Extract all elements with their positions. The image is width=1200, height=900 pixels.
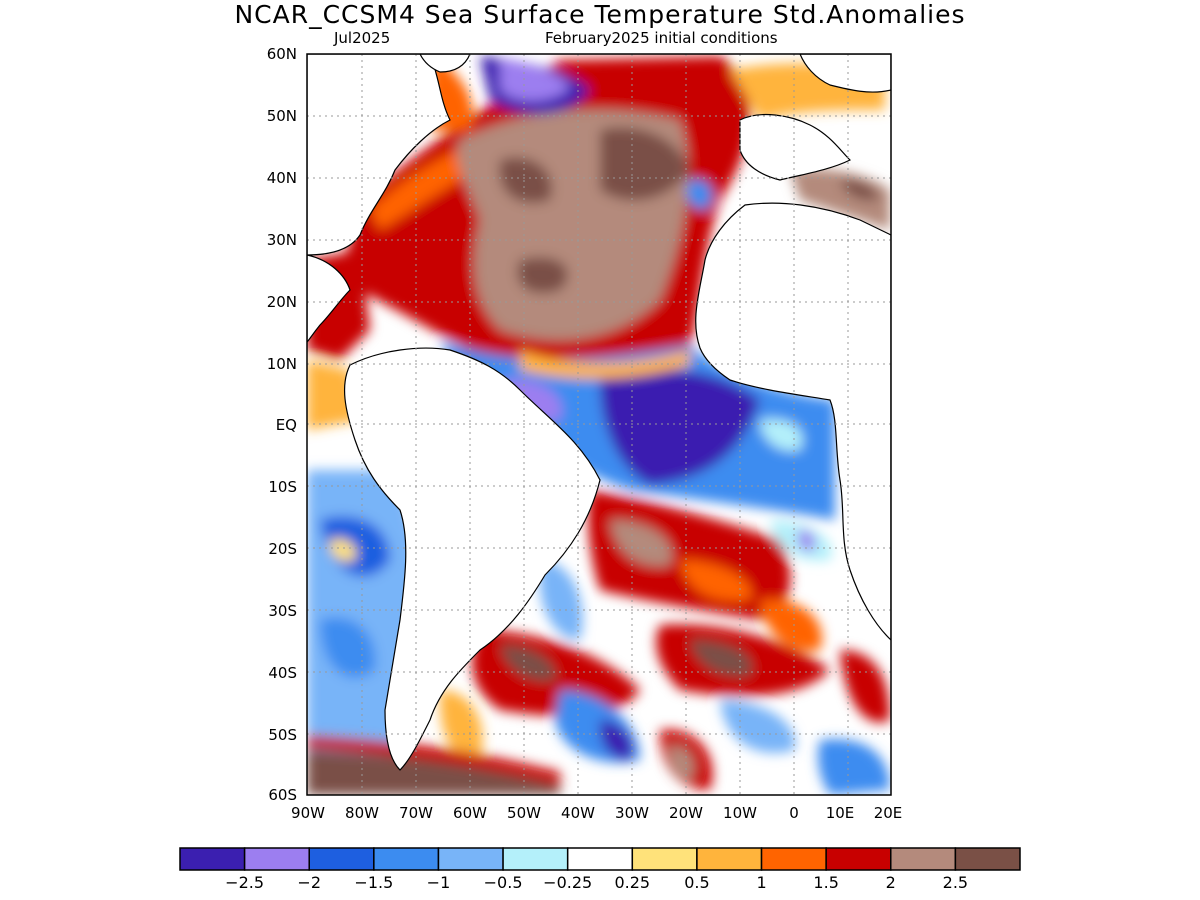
lat-label: EQ [276,416,297,434]
lat-label: 30N [267,231,297,249]
graticule [307,54,891,795]
lon-label: 0 [789,804,799,822]
lon-label: 10W [723,804,757,822]
sst-anomaly-field [307,54,891,795]
lon-label: 40W [561,804,595,822]
colorbar-label: 0.25 [614,873,650,892]
lon-label: 50W [507,804,541,822]
colorbar-label: −0.5 [484,873,523,892]
lat-label: 50S [268,726,297,744]
colorbar-swatch [308,847,375,871]
lon-label: 90W [291,804,325,822]
initial-conditions: February2025 initial conditions [545,29,778,47]
lon-label: 10E [826,804,855,822]
forecast-month: Jul2025 [334,29,391,47]
lon-label: 70W [399,804,433,822]
colorbar-label: 2.5 [943,873,968,892]
colorbar-swatch [243,847,310,871]
colorbar-label: −0.25 [543,873,592,892]
colorbar-swatch [760,847,827,871]
lon-label: 80W [345,804,379,822]
colorbar-label: −1 [427,873,451,892]
lat-label: 60S [268,786,297,804]
lon-label: 20E [874,804,903,822]
colorbar-label: 0.5 [684,873,709,892]
colorbar-label: −1.5 [354,873,393,892]
lat-label: 50N [267,107,297,125]
map-title: NCAR_CCSM4 Sea Surface Temperature Std.A… [234,0,966,29]
land-masses [307,54,891,771]
lon-label: 30W [615,804,649,822]
colorbar-swatch [566,847,634,871]
colorbar-label: −2 [297,873,321,892]
colorbar-swatch [179,847,246,871]
colorbar: −2.5 −2 −1.5 −1 −0.5 −0.25 0.25 0.5 1 1.5 2 2.5 [179,847,1021,892]
longitude-labels: 90W 80W 70W 60W 50W 40W 30W 20W 10W 0 10… [291,804,902,822]
colorbar-swatch [437,847,504,871]
colorbar-swatch [954,847,1021,871]
lat-label: 10S [268,478,297,496]
colorbar-swatch [696,847,763,871]
lat-label: 40S [268,664,297,682]
colorbar-swatch [631,847,698,871]
colorbar-swatch [825,847,892,871]
lat-label: 60N [267,45,297,63]
lat-label: 40N [267,169,297,187]
colorbar-swatch [890,847,957,871]
lon-label: 60W [453,804,487,822]
colorbar-label: 2 [886,873,896,892]
lat-label: 20S [268,540,297,558]
latitude-labels: 60N 50N 40N 30N 20N 10N EQ 10S 20S 30S 4… [267,45,297,804]
colorbar-label: −2.5 [225,873,264,892]
colorbar-swatch [373,847,440,871]
colorbar-swatch [502,847,569,871]
lon-label: 20W [669,804,703,822]
colorbar-label: 1 [756,873,766,892]
colorbar-label: 1.5 [813,873,838,892]
lat-label: 30S [268,602,297,620]
map-frame [306,53,892,796]
lat-label: 10N [267,355,297,373]
lat-label: 20N [267,293,297,311]
